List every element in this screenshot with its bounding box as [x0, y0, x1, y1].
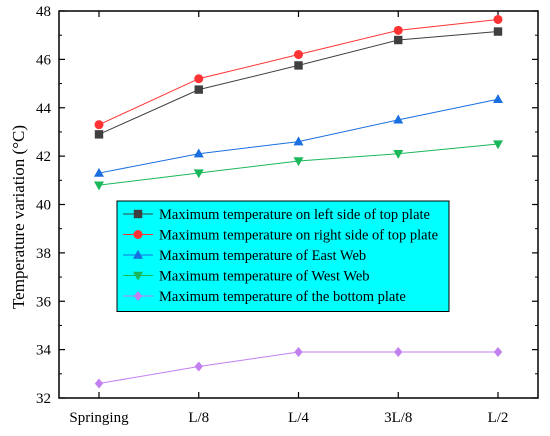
- data-point-s3-p5: [493, 94, 503, 103]
- data-point-s2-p4: [393, 25, 403, 35]
- x-tick-label: L/2: [488, 410, 509, 426]
- data-point-s3-p4: [393, 114, 404, 124]
- data-point-s2-p3: [294, 50, 303, 60]
- data-point-s2-p1: [94, 120, 104, 130]
- data-point-s4-p1: [94, 181, 104, 191]
- data-point-s5-p5: [493, 347, 503, 358]
- series-line-1: [98, 31, 499, 135]
- y-tick-label: 38: [36, 246, 51, 262]
- data-point-s3-p3: [293, 136, 304, 146]
- data-point-s1-p2: [194, 85, 203, 94]
- y-tick-label: 32: [36, 391, 51, 407]
- data-point-s4-p4: [393, 150, 404, 159]
- data-point-s2-p5: [493, 14, 503, 24]
- data-point-s5-p1: [94, 378, 104, 389]
- x-tick-label: Springing: [69, 410, 129, 426]
- legend-marker-3: [133, 249, 143, 259]
- data-point-s2-p2: [194, 74, 204, 84]
- data-point-s1-p3: [294, 61, 303, 70]
- x-tick-label: 3L/8: [384, 410, 412, 426]
- legend-marker-2: [133, 230, 143, 239]
- y-tick-label: 40: [36, 198, 51, 214]
- legend-box: [116, 200, 450, 312]
- legend-label-3: Maximum temperature of East Web: [159, 248, 366, 264]
- data-point-s5-p3: [294, 347, 303, 358]
- legend-label-5: Maximum temperature of the bottom plate: [159, 289, 406, 305]
- series-line-2: [98, 18, 499, 126]
- y-axis-label: Temperature variation (°C): [9, 125, 28, 309]
- x-tick-label: L/8: [188, 410, 209, 426]
- data-point-s3-p2: [193, 148, 204, 158]
- data-point-s5-p2: [194, 361, 203, 372]
- y-tick-label: 46: [36, 52, 52, 68]
- data-point-s3-p1: [94, 167, 104, 177]
- data-point-s4-p5: [493, 140, 503, 150]
- data-point-s4-p2: [193, 169, 204, 179]
- data-point-s1-p5: [493, 27, 503, 36]
- data-point-s1-p4: [394, 35, 403, 45]
- legend-label-2: Maximum temperature on right side of top…: [159, 228, 438, 244]
- y-tick-label: 36: [36, 294, 52, 310]
- data-point-s4-p3: [293, 157, 304, 167]
- legend-label-4: Maximum temperature of West Web: [159, 269, 370, 285]
- data-point-s5-p4: [394, 347, 403, 358]
- legend-label-1: Maximum temperature on left side of top …: [159, 207, 430, 223]
- data-point-s1-p1: [94, 130, 104, 139]
- y-tick-label: 42: [36, 149, 51, 165]
- legend-marker-1: [133, 209, 143, 219]
- y-tick-label: 34: [36, 343, 52, 359]
- legend-marker-5: [133, 291, 143, 301]
- x-tick-label: L/4: [288, 410, 309, 426]
- y-tick-label: 48: [36, 4, 51, 20]
- y-tick-label: 44: [36, 101, 52, 117]
- legend-marker-4: [133, 271, 143, 281]
